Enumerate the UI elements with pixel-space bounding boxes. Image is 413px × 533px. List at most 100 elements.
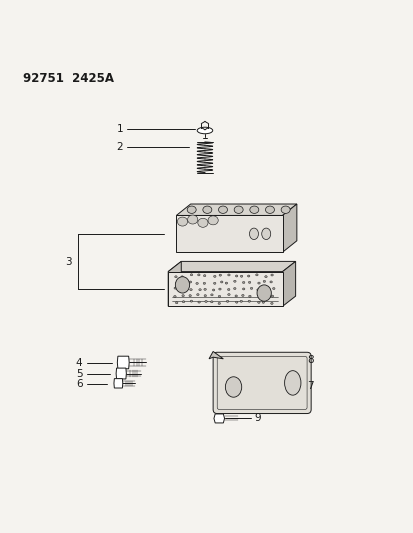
Ellipse shape [173, 287, 176, 289]
Text: 7: 7 [306, 381, 313, 391]
Ellipse shape [212, 289, 214, 291]
Text: 6: 6 [76, 379, 82, 389]
Ellipse shape [270, 302, 273, 304]
Text: 5: 5 [76, 368, 82, 378]
Ellipse shape [233, 287, 235, 289]
Polygon shape [176, 215, 282, 252]
Ellipse shape [175, 277, 189, 293]
Ellipse shape [225, 377, 241, 397]
Ellipse shape [257, 301, 259, 303]
Ellipse shape [173, 295, 176, 297]
Ellipse shape [247, 275, 249, 277]
Ellipse shape [182, 301, 184, 303]
Ellipse shape [272, 287, 274, 289]
Ellipse shape [271, 295, 273, 297]
Ellipse shape [264, 276, 266, 278]
Polygon shape [168, 261, 295, 272]
Ellipse shape [187, 215, 197, 224]
Text: 92751  2425A: 92751 2425A [23, 72, 114, 85]
Text: 1: 1 [116, 124, 123, 134]
Ellipse shape [180, 276, 183, 278]
Ellipse shape [181, 287, 183, 289]
Ellipse shape [189, 281, 191, 283]
Ellipse shape [264, 295, 266, 297]
Ellipse shape [261, 301, 264, 303]
Ellipse shape [255, 274, 257, 276]
Ellipse shape [262, 288, 265, 290]
Ellipse shape [174, 276, 177, 278]
Ellipse shape [197, 301, 200, 303]
Polygon shape [282, 261, 295, 306]
Ellipse shape [204, 301, 207, 303]
Text: 4: 4 [76, 358, 82, 368]
Ellipse shape [240, 300, 242, 302]
Ellipse shape [196, 294, 199, 296]
Ellipse shape [198, 289, 201, 290]
Ellipse shape [280, 206, 290, 213]
Text: 9: 9 [253, 414, 260, 423]
Ellipse shape [203, 282, 205, 284]
Ellipse shape [204, 295, 206, 297]
Ellipse shape [284, 370, 300, 395]
Ellipse shape [227, 294, 230, 296]
Ellipse shape [202, 206, 211, 213]
Ellipse shape [265, 206, 274, 213]
Ellipse shape [249, 228, 258, 239]
Ellipse shape [257, 294, 259, 296]
Ellipse shape [270, 274, 273, 276]
Ellipse shape [207, 216, 218, 225]
Ellipse shape [190, 300, 192, 302]
Ellipse shape [225, 282, 227, 284]
Ellipse shape [210, 301, 213, 303]
Ellipse shape [197, 219, 207, 227]
Polygon shape [116, 368, 126, 379]
Ellipse shape [240, 275, 242, 277]
Ellipse shape [213, 276, 216, 277]
Polygon shape [114, 378, 123, 388]
Ellipse shape [227, 288, 229, 290]
Ellipse shape [188, 295, 191, 297]
Ellipse shape [187, 206, 196, 213]
Ellipse shape [256, 285, 271, 301]
Ellipse shape [189, 289, 192, 290]
Text: 8: 8 [306, 356, 313, 366]
Text: 2: 2 [116, 142, 123, 152]
Ellipse shape [218, 288, 221, 290]
Ellipse shape [241, 294, 244, 296]
Ellipse shape [261, 228, 270, 239]
Ellipse shape [210, 294, 213, 296]
Ellipse shape [197, 127, 212, 134]
Polygon shape [214, 414, 224, 423]
Ellipse shape [176, 281, 178, 284]
Polygon shape [168, 261, 181, 306]
Ellipse shape [235, 275, 237, 277]
Ellipse shape [242, 288, 244, 290]
Ellipse shape [248, 281, 250, 284]
Ellipse shape [249, 206, 258, 213]
Ellipse shape [235, 301, 237, 303]
Ellipse shape [257, 282, 260, 284]
Ellipse shape [175, 302, 178, 304]
Polygon shape [176, 204, 296, 215]
Ellipse shape [213, 282, 216, 284]
Ellipse shape [177, 217, 187, 226]
Ellipse shape [190, 274, 192, 276]
Ellipse shape [233, 280, 235, 282]
Ellipse shape [197, 274, 199, 276]
Ellipse shape [220, 281, 223, 283]
Ellipse shape [247, 300, 250, 302]
Ellipse shape [248, 295, 251, 297]
Ellipse shape [250, 287, 252, 289]
Ellipse shape [263, 280, 265, 282]
Ellipse shape [226, 300, 228, 302]
Polygon shape [117, 356, 129, 369]
Ellipse shape [227, 274, 230, 276]
Text: 3: 3 [65, 256, 72, 266]
Ellipse shape [181, 295, 184, 297]
Ellipse shape [218, 206, 227, 213]
Ellipse shape [242, 281, 244, 284]
Ellipse shape [195, 282, 198, 285]
Polygon shape [282, 204, 296, 252]
Polygon shape [168, 272, 282, 306]
Ellipse shape [218, 302, 220, 304]
